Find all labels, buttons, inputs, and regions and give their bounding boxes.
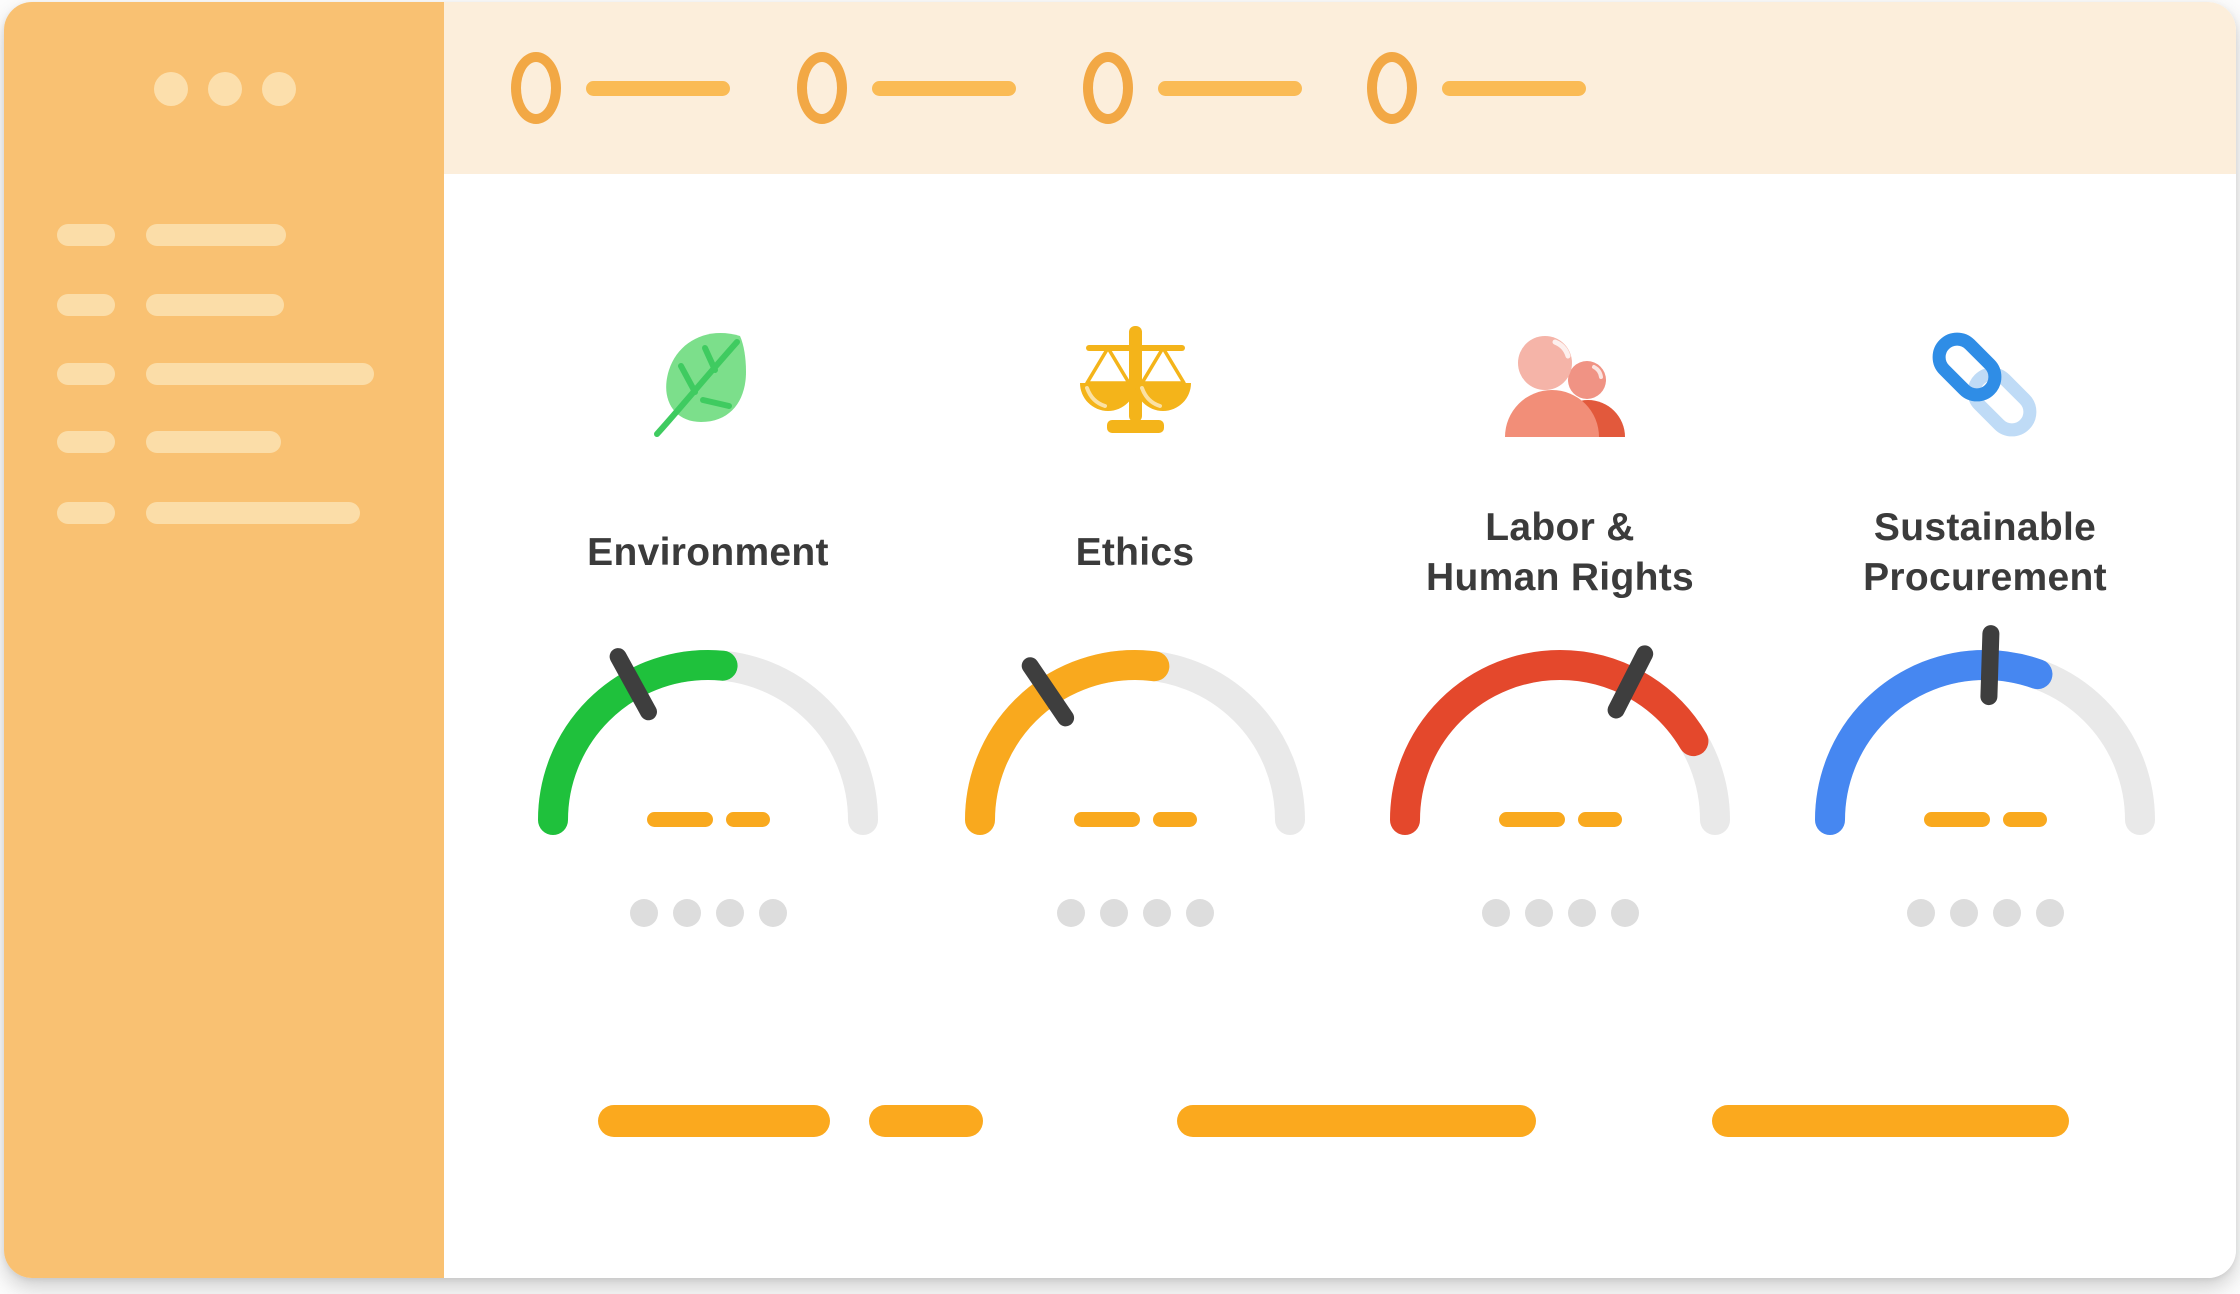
rating-dot — [1099, 899, 1128, 927]
text-placeholder-bar — [1712, 1105, 2069, 1137]
rating-dot — [1481, 899, 1510, 927]
score-placeholder — [1348, 812, 1772, 828]
category-column-labor-human-rights: Labor & Human Rights — [1348, 174, 1772, 1278]
nav-label-placeholder — [146, 224, 286, 246]
window-dot-icon[interactable] — [262, 72, 296, 106]
rating-dot — [758, 899, 787, 927]
top-stepper-bar — [444, 2, 2236, 174]
rating-dot — [1567, 899, 1596, 927]
rating-dots-placeholder — [1348, 899, 1772, 927]
rating-dot — [1906, 899, 1935, 927]
rating-dots-placeholder — [496, 899, 920, 927]
score-dash — [1073, 812, 1140, 827]
category-column-sustainable-procurement: Sustainable Procurement — [1773, 174, 2197, 1278]
score-dash — [725, 812, 770, 827]
step-line — [1442, 81, 1586, 96]
rating-dot — [1142, 899, 1171, 927]
category-column-environment: Environment — [496, 174, 920, 1278]
step-circle-icon[interactable] — [1367, 52, 1417, 124]
score-dash — [1498, 812, 1565, 827]
category-title: Labor & Human Rights — [1426, 506, 1694, 599]
gauge-fill — [965, 650, 1305, 835]
nav-label-placeholder — [146, 363, 374, 385]
gauge-track — [965, 650, 1305, 835]
rating-dot — [2035, 899, 2064, 927]
window-dot-icon[interactable] — [154, 72, 188, 106]
scorecard-panel: Environment — [444, 174, 2236, 1278]
score-placeholder — [496, 812, 920, 828]
text-placeholder-bar — [598, 1105, 830, 1137]
app-window: Environment — [4, 2, 2236, 1278]
rating-dot — [1056, 899, 1085, 927]
people-icon — [1495, 320, 1625, 450]
gauge-fill — [538, 650, 878, 835]
rating-dot — [1949, 899, 1978, 927]
nav-label-placeholder — [146, 502, 360, 524]
score-dash — [1152, 812, 1197, 827]
step-line — [1158, 81, 1302, 96]
sidebar-nav-item[interactable] — [4, 294, 444, 316]
scales-icon — [1070, 320, 1200, 450]
gauge-needle — [1980, 625, 2000, 706]
window-controls — [154, 72, 296, 106]
sidebar-nav-item[interactable] — [4, 502, 444, 524]
rating-dot — [1524, 899, 1553, 927]
gauge-chart — [1815, 625, 2155, 835]
chain-link-icon — [1920, 320, 2050, 450]
category-title: Sustainable Procurement — [1863, 506, 2107, 599]
rating-dots-placeholder — [1773, 899, 2197, 927]
gauge-track — [1390, 650, 1730, 835]
rating-dot — [629, 899, 658, 927]
leaf-icon — [643, 320, 773, 450]
nav-bullet-placeholder — [57, 363, 115, 385]
gauge-chart — [1390, 645, 1730, 835]
nav-label-placeholder — [146, 294, 284, 316]
step-circle-icon[interactable] — [797, 52, 847, 124]
text-placeholder-bar — [869, 1105, 983, 1137]
rating-dots-placeholder — [923, 899, 1347, 927]
gauge-track — [538, 650, 878, 835]
score-placeholder — [923, 812, 1347, 828]
text-placeholder-bar — [1177, 1105, 1536, 1137]
nav-bullet-placeholder — [57, 294, 115, 316]
nav-label-placeholder — [146, 431, 281, 453]
category-title: Ethics — [1075, 531, 1195, 574]
gauge-needle — [609, 648, 657, 721]
score-placeholder — [1773, 812, 2197, 828]
sidebar — [4, 2, 444, 1278]
nav-bullet-placeholder — [57, 431, 115, 453]
score-dash — [646, 812, 713, 827]
step-line — [586, 81, 730, 96]
score-dash — [1577, 812, 1622, 827]
gauge-needle — [1021, 657, 1075, 727]
gauge-needle — [1607, 645, 1654, 719]
category-column-ethics: Ethics — [923, 174, 1347, 1278]
gauge-chart — [538, 648, 878, 835]
gauge-fill — [1390, 650, 1730, 835]
rating-dot — [1992, 899, 2021, 927]
rating-dot — [1610, 899, 1639, 927]
score-dash — [2002, 812, 2047, 827]
rating-dot — [715, 899, 744, 927]
window-dot-icon[interactable] — [208, 72, 242, 106]
nav-bullet-placeholder — [57, 224, 115, 246]
category-title: Environment — [587, 531, 829, 574]
score-dash — [1923, 812, 1990, 827]
step-circle-icon[interactable] — [511, 52, 561, 124]
gauge-chart — [965, 650, 1305, 835]
rating-dot — [1185, 899, 1214, 927]
step-line — [872, 81, 1016, 96]
nav-bullet-placeholder — [57, 502, 115, 524]
sidebar-nav-item[interactable] — [4, 363, 444, 385]
sidebar-nav-item[interactable] — [4, 224, 444, 246]
step-circle-icon[interactable] — [1083, 52, 1133, 124]
sidebar-nav-item[interactable] — [4, 431, 444, 453]
rating-dot — [672, 899, 701, 927]
